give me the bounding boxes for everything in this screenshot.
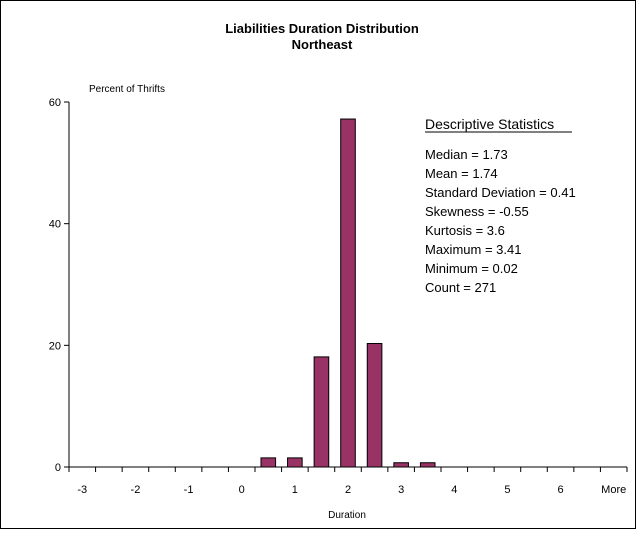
x-tick-label: 1 bbox=[292, 484, 298, 496]
x-tick-label: -3 bbox=[77, 484, 87, 496]
bar bbox=[366, 343, 383, 468]
x-tick-label: 0 bbox=[239, 484, 245, 496]
stats-line-mean: Mean = 1.74 bbox=[425, 166, 498, 181]
y-axis-label: Percent of Thrifts bbox=[89, 84, 165, 95]
x-tick-label: -2 bbox=[131, 484, 141, 496]
stats-line-median: Median = 1.73 bbox=[425, 147, 508, 162]
descriptive-statistics: Descriptive Statistics Median = 1.73 Mea… bbox=[425, 116, 576, 295]
stats-line-std-dev: Standard Deviation = 0.41 bbox=[425, 185, 576, 200]
x-tick-label: 4 bbox=[451, 484, 457, 496]
stats-heading: Descriptive Statistics bbox=[425, 116, 554, 132]
stats-line-count: Count = 271 bbox=[425, 280, 496, 295]
x-axis-label: Duration bbox=[328, 510, 366, 521]
x-tick-label: 6 bbox=[558, 484, 564, 496]
y-tick-label: 60 bbox=[49, 97, 61, 109]
tick-labels: 0 20 40 60 -3 -2 -1 0 1 2 3 4 5 6 More bbox=[49, 97, 626, 496]
bar bbox=[419, 462, 436, 468]
stats-line-kurtosis: Kurtosis = 3.6 bbox=[425, 223, 505, 238]
bar bbox=[313, 356, 330, 468]
bars bbox=[260, 118, 436, 468]
stats-line-skewness: Skewness = -0.55 bbox=[425, 204, 529, 219]
bar bbox=[393, 462, 409, 468]
axes bbox=[64, 101, 628, 472]
stats-line-maximum: Maximum = 3.41 bbox=[425, 242, 521, 257]
x-tick-label: 3 bbox=[398, 484, 404, 496]
chart-title: Liabilities Duration Distribution bbox=[225, 21, 419, 36]
x-tick-label: More bbox=[601, 484, 626, 496]
y-tick-label: 40 bbox=[49, 219, 61, 231]
stats-line-minimum: Minimum = 0.02 bbox=[425, 261, 518, 276]
bar bbox=[287, 457, 303, 468]
bar bbox=[260, 457, 277, 468]
x-tick-label: 2 bbox=[345, 484, 351, 496]
bar bbox=[340, 118, 356, 468]
x-tick-label: 5 bbox=[504, 484, 510, 496]
y-tick-label: 0 bbox=[55, 462, 61, 474]
x-tick-label: -1 bbox=[184, 484, 194, 496]
y-tick-label: 20 bbox=[49, 340, 61, 352]
chart-subtitle: Northeast bbox=[292, 37, 353, 52]
